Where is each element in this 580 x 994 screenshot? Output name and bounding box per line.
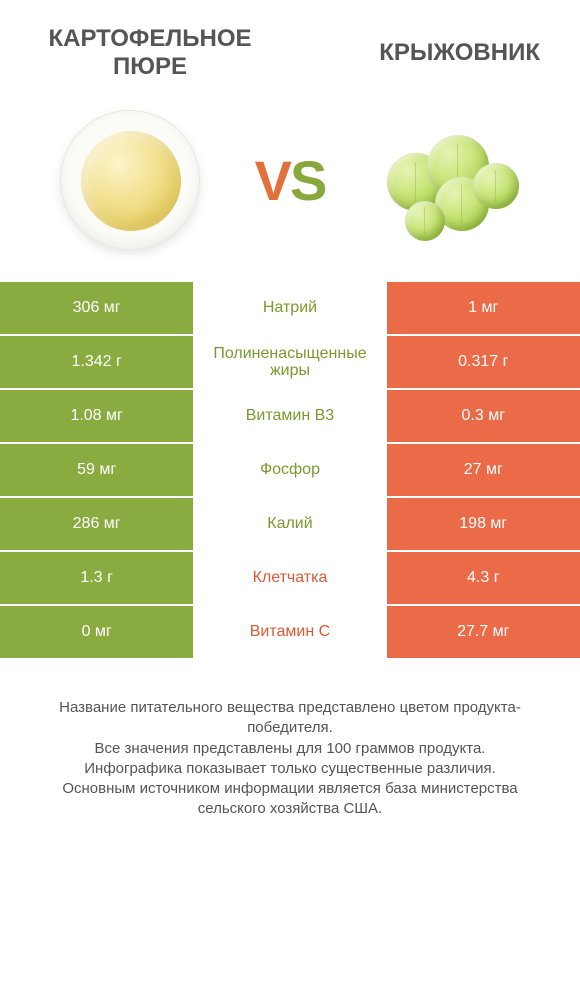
table-row: 286 мгКалий198 мг xyxy=(0,496,580,550)
value-right: 198 мг xyxy=(387,498,580,550)
table-row: 1.342 гПолиненасыщенные жиры0.317 г xyxy=(0,334,580,388)
value-left: 1.08 мг xyxy=(0,390,193,442)
images-row: VS xyxy=(0,90,580,280)
table-row: 59 мгФосфор27 мг xyxy=(0,442,580,496)
header: КАРТОФЕЛЬНОЕ ПЮРЕ КРЫЖОВНИК xyxy=(0,0,580,90)
footer-line-4: Основным источником информации является … xyxy=(30,779,550,820)
footer-line-3: Инфографика показывает только существенн… xyxy=(30,759,550,779)
nutrient-label: Фосфор xyxy=(193,444,386,496)
value-right: 27.7 мг xyxy=(387,606,580,658)
gooseberry-image xyxy=(375,105,525,255)
value-right: 0.317 г xyxy=(387,336,580,388)
title-right: КРЫЖОВНИК xyxy=(340,39,540,67)
nutrient-label: Витамин B3 xyxy=(193,390,386,442)
footer-line-1: Название питательного вещества представл… xyxy=(30,698,550,739)
nutrient-label: Клетчатка xyxy=(193,552,386,604)
potato-puree-image xyxy=(55,105,205,255)
value-right: 4.3 г xyxy=(387,552,580,604)
vs-label: VS xyxy=(255,148,326,213)
value-left: 306 мг xyxy=(0,282,193,334)
value-left: 286 мг xyxy=(0,498,193,550)
table-row: 0 мгВитамин C27.7 мг xyxy=(0,604,580,658)
comparison-table: 306 мгНатрий1 мг1.342 гПолиненасыщенные … xyxy=(0,280,580,658)
value-left: 1.3 г xyxy=(0,552,193,604)
footer-line-2: Все значения представлены для 100 граммо… xyxy=(30,739,550,759)
value-left: 59 мг xyxy=(0,444,193,496)
footer-text: Название питательного вещества представл… xyxy=(0,658,580,820)
vs-s: S xyxy=(290,149,325,212)
table-row: 306 мгНатрий1 мг xyxy=(0,280,580,334)
table-row: 1.3 гКлетчатка4.3 г xyxy=(0,550,580,604)
title-left: КАРТОФЕЛЬНОЕ ПЮРЕ xyxy=(40,25,260,80)
value-left: 1.342 г xyxy=(0,336,193,388)
value-left: 0 мг xyxy=(0,606,193,658)
nutrient-label: Калий xyxy=(193,498,386,550)
nutrient-label: Полиненасыщенные жиры xyxy=(193,336,386,388)
vs-v: V xyxy=(255,149,290,212)
value-right: 0.3 мг xyxy=(387,390,580,442)
table-row: 1.08 мгВитамин B30.3 мг xyxy=(0,388,580,442)
value-right: 1 мг xyxy=(387,282,580,334)
nutrient-label: Натрий xyxy=(193,282,386,334)
value-right: 27 мг xyxy=(387,444,580,496)
nutrient-label: Витамин C xyxy=(193,606,386,658)
